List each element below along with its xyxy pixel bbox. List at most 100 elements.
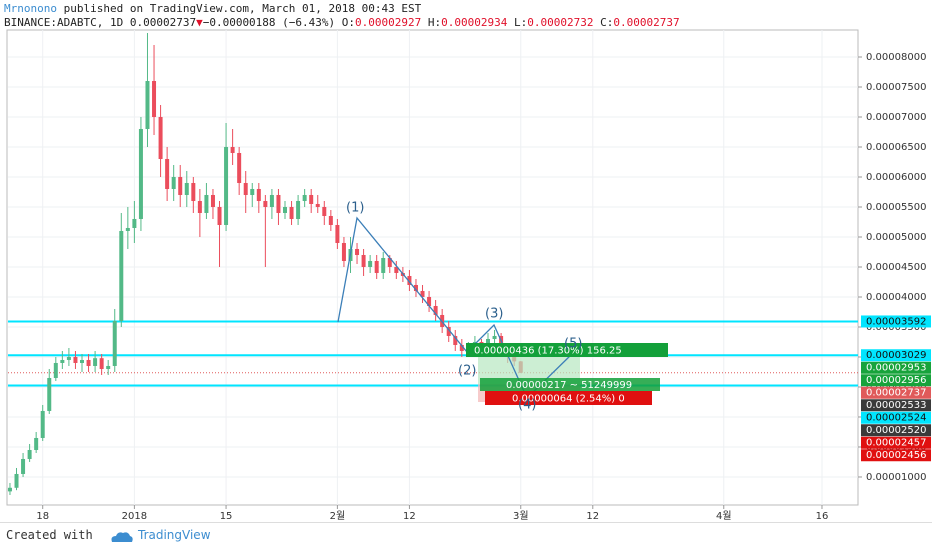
target-text: 0.00000436 (17.30%) 156.25 bbox=[474, 346, 622, 357]
price-label-box bbox=[861, 386, 931, 399]
change: −0.00000188 (−6.43%) bbox=[202, 16, 336, 29]
candle-body bbox=[361, 254, 366, 267]
target-box bbox=[466, 343, 668, 357]
wave-label: (4) bbox=[518, 398, 536, 413]
candle-body bbox=[486, 338, 491, 345]
price-label: 0.00002524 bbox=[866, 413, 926, 424]
price-label: 0.00002533 bbox=[866, 400, 926, 411]
candle-body bbox=[73, 356, 78, 363]
candle-body bbox=[387, 257, 392, 267]
candle-body bbox=[322, 206, 327, 216]
y-tick-label: 0.00007000 bbox=[866, 112, 926, 123]
wave-label: (2) bbox=[458, 364, 476, 379]
candle-body bbox=[40, 410, 45, 438]
candle-body bbox=[433, 305, 438, 315]
y-tick-label: 0.00006500 bbox=[866, 142, 926, 153]
symbol: BINANCE:ADABTC, 1D bbox=[4, 16, 124, 29]
y-tick-label: 0.00004500 bbox=[866, 262, 926, 273]
candle-body bbox=[158, 116, 163, 159]
candle-body bbox=[106, 365, 111, 369]
candle-body bbox=[296, 200, 301, 219]
layer bbox=[8, 30, 858, 505]
candle-body bbox=[66, 356, 71, 360]
l-label: L: bbox=[514, 16, 528, 29]
price-label: 0.00002953 bbox=[866, 363, 926, 374]
candle-body bbox=[263, 200, 268, 207]
candle-body bbox=[289, 206, 294, 219]
stop-text: 0.00000064 (2.54%) 0 bbox=[512, 394, 625, 405]
candle-body bbox=[47, 377, 52, 411]
c-label: C: bbox=[600, 16, 614, 29]
y-tick-label: 0.00005000 bbox=[866, 232, 926, 243]
o-value: 0.00002927 bbox=[355, 16, 422, 29]
price-label-box bbox=[861, 449, 931, 462]
created-with: Created with bbox=[6, 528, 93, 542]
tools: 0.00000436 (17.30%) 156.25 0.00000217 ~ … bbox=[337, 201, 668, 413]
candle-body bbox=[276, 194, 281, 213]
candle-body bbox=[420, 290, 425, 297]
candle-body bbox=[256, 188, 261, 201]
candle-body bbox=[138, 128, 143, 219]
author[interactable]: Mrnonono bbox=[4, 2, 57, 15]
candle-body bbox=[99, 358, 104, 369]
candle-body bbox=[492, 335, 497, 339]
candle-body bbox=[459, 344, 464, 351]
candle-body bbox=[302, 194, 307, 201]
footer-rule bbox=[0, 522, 932, 523]
candle-body bbox=[269, 194, 274, 207]
x-tick-label: 18 bbox=[36, 511, 49, 522]
price-label-box bbox=[861, 411, 931, 424]
candle-body bbox=[7, 487, 12, 492]
candle-body bbox=[152, 80, 157, 117]
stop-box bbox=[485, 391, 652, 405]
candle-body bbox=[341, 242, 346, 261]
wave-label: (3) bbox=[485, 307, 503, 322]
candle-body bbox=[381, 257, 386, 273]
candle-body bbox=[53, 362, 58, 378]
candle-body bbox=[21, 458, 26, 474]
brand[interactable]: TradingView bbox=[138, 528, 211, 542]
candle-body bbox=[283, 206, 288, 213]
x-tick-label: 3월 bbox=[513, 510, 529, 522]
candle-body bbox=[93, 358, 98, 366]
x-tick-label: 4월 bbox=[716, 510, 732, 522]
price-label-box bbox=[861, 315, 931, 328]
x-tick-label: 16 bbox=[816, 511, 829, 522]
chart: 0.00000436 (17.30%) 156.25 0.00000217 ~ … bbox=[6, 29, 931, 522]
price-label-box bbox=[861, 349, 931, 362]
x-tick-label: 12 bbox=[403, 511, 416, 522]
candle-body bbox=[34, 437, 39, 450]
candle-body bbox=[237, 152, 242, 183]
price-label-box bbox=[861, 424, 931, 437]
price-label-box bbox=[861, 374, 931, 387]
price-label: 0.00002737 bbox=[866, 388, 926, 399]
h-value: 0.00002934 bbox=[441, 16, 508, 29]
candle-body bbox=[60, 359, 65, 363]
candle-body bbox=[178, 176, 183, 195]
price-label: 0.00002520 bbox=[866, 425, 926, 436]
price-label: 0.00003029 bbox=[866, 350, 926, 361]
candle-body bbox=[335, 224, 340, 243]
y-tick-label: 0.00003500 bbox=[866, 322, 926, 333]
candle-body bbox=[197, 200, 202, 213]
candle-body bbox=[132, 218, 137, 228]
candle-body bbox=[79, 359, 84, 363]
y-tick-label: 0.00001000 bbox=[866, 472, 926, 483]
l-value: 0.00002732 bbox=[527, 16, 594, 29]
candle-body bbox=[119, 230, 124, 321]
candle-body bbox=[86, 359, 91, 366]
candle-body bbox=[407, 275, 412, 285]
candle-body bbox=[427, 296, 432, 306]
y-tick-label: 0.00008000 bbox=[866, 52, 926, 63]
layer bbox=[7, 32, 523, 495]
price-label-box bbox=[861, 399, 931, 412]
y-tick-label: 0.00007500 bbox=[866, 82, 926, 93]
candle-body bbox=[204, 194, 209, 213]
candle-body bbox=[309, 194, 314, 204]
header-line-2: BINANCE:ADABTC, 1D 0.00002737▼−0.0000018… bbox=[4, 16, 680, 29]
price-label-box bbox=[861, 436, 931, 449]
candle-body bbox=[446, 326, 451, 336]
axis: 0.000010000.000015000.000020000.00002500… bbox=[36, 52, 931, 522]
plot-frame bbox=[6, 29, 859, 506]
